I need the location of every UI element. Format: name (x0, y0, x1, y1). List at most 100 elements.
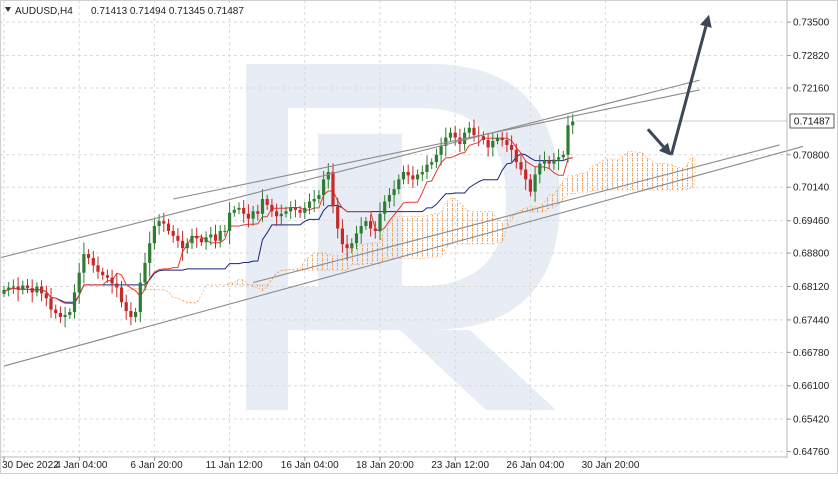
candle-bear (49, 298, 53, 310)
candle-bull (439, 145, 443, 155)
candle-bear (500, 137, 504, 141)
candle-bull (218, 230, 222, 241)
candle-bull (2, 289, 6, 294)
candle-bull (72, 292, 77, 313)
candle-bear (176, 235, 180, 241)
y-tick-label: 0.69460 (793, 216, 830, 227)
candle-bull (251, 211, 255, 219)
candle-bear (331, 171, 335, 207)
current-price-label: 0.71487 (794, 117, 831, 128)
candle-bull (68, 312, 72, 315)
candle-bull (11, 286, 15, 288)
candle-bull (284, 211, 288, 214)
y-tick-label: 0.68800 (793, 249, 830, 260)
trend-lines[interactable] (0, 79, 804, 367)
candle-bear (242, 207, 246, 214)
candle-bull (542, 160, 547, 164)
candle-bear (91, 257, 95, 266)
candle-bull (228, 212, 232, 231)
candle-bull (143, 262, 147, 283)
candle-bear (129, 311, 133, 317)
rise-arrow-head (700, 14, 712, 28)
candle-bull (561, 154, 565, 158)
candle-bear (96, 265, 100, 272)
candle-bear (162, 221, 166, 224)
candle-bear (115, 283, 119, 288)
candle-bear (547, 160, 551, 164)
candle-bear (16, 286, 20, 290)
tenkan-sen-line (3, 137, 573, 305)
candle-bear (519, 162, 523, 170)
channel-upper-inner[interactable] (173, 89, 700, 200)
ohlc-readout: 0.71413 0.71494 0.71345 0.71487 (91, 6, 244, 17)
y-tick-label: 0.67440 (793, 315, 830, 326)
candle-bear (101, 271, 105, 276)
candle-bear (524, 169, 528, 180)
symbol-label[interactable]: AUDUSD,H4 (15, 6, 73, 17)
candle-bear (505, 140, 509, 145)
candle-bull (152, 226, 156, 244)
candle-bear (293, 207, 297, 210)
candle-bear (340, 228, 344, 245)
channel-lower-inner[interactable] (252, 144, 780, 284)
candle-bear (119, 287, 124, 303)
current-price-marker: 0.71487 (789, 113, 835, 129)
x-tick-label: 30 Jan 20:00 (582, 460, 640, 471)
x-tick-label: 23 Jan 12:00 (431, 460, 489, 471)
x-tick-label: 30 Dec 2022 (2, 460, 59, 471)
candle-bear (510, 144, 514, 150)
candle-bull (7, 287, 11, 290)
candle-bear (58, 313, 62, 317)
candle-bull (392, 189, 396, 196)
candle-bull (82, 254, 86, 273)
y-tick-label: 0.65420 (793, 415, 830, 426)
candle-bull (557, 157, 561, 160)
candle-bull (401, 171, 406, 180)
candle-bull (566, 125, 570, 155)
pullback-arrow-head (659, 142, 672, 156)
channel-lower-outer[interactable] (3, 145, 804, 367)
candle-bull (237, 207, 241, 210)
candle-bull (397, 179, 401, 190)
candle-bull (322, 179, 326, 196)
candle-bear (54, 309, 58, 314)
candle-bull (157, 221, 161, 227)
y-tick-label: 0.66780 (793, 348, 830, 359)
candle-bear (124, 302, 128, 312)
candle-bull (134, 312, 138, 317)
candle-bull (35, 286, 39, 293)
candles (2, 113, 575, 328)
candle-bull (279, 213, 283, 217)
candle-bear (298, 209, 302, 213)
candle-bear (25, 285, 30, 288)
x-tick-label: 18 Jan 20:00 (356, 460, 414, 471)
candle-bear (246, 213, 250, 219)
x-tick-label: 16 Jan 04:00 (281, 460, 339, 471)
candle-bull (383, 201, 387, 214)
candle-bull (303, 207, 307, 213)
candle-bull (378, 213, 382, 231)
candle-bull (312, 199, 316, 202)
candle-bear (486, 140, 490, 148)
candle-bear (411, 175, 415, 180)
candle-bear (213, 234, 218, 241)
y-tick-label: 0.70800 (793, 150, 830, 161)
candle-bull (148, 243, 152, 263)
candle-bear (270, 204, 274, 212)
candle-bear (472, 127, 476, 136)
channel-upper-outer[interactable] (0, 79, 700, 259)
candle-bull (495, 137, 500, 142)
pullback-arrow-shaft (646, 128, 665, 148)
candle-bull (21, 285, 25, 290)
symbol-dropdown-icon[interactable] (5, 7, 11, 12)
candle-bull (307, 201, 312, 208)
candle-bull (63, 314, 67, 317)
candle-bear (171, 230, 175, 236)
candle-bull (359, 226, 363, 234)
candle-bull (533, 174, 537, 192)
ichimoku-cloud-area (126, 150, 696, 304)
candle-bear (481, 136, 485, 141)
candle-bull (260, 199, 265, 214)
